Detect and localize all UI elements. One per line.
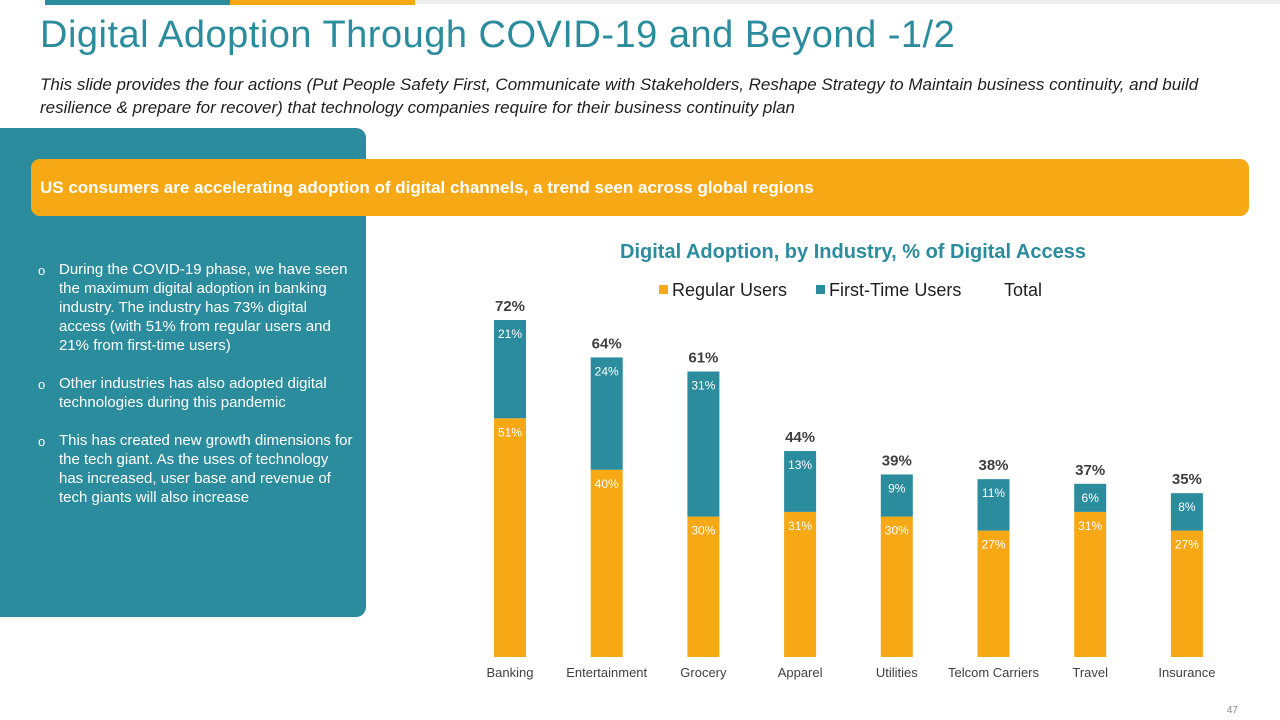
bar-firsttime-5 (977, 479, 1010, 531)
category-label-7: Insurance (1158, 665, 1215, 680)
bullet-item: o During the COVID-19 phase, we have see… (38, 260, 356, 355)
bar-regular-6 (1074, 511, 1107, 657)
top-accent-orange (230, 0, 415, 5)
category-label-6: Travel (1072, 665, 1108, 680)
data-label-firsttime-6: 6% (1082, 491, 1100, 505)
bar-regular-3 (784, 511, 817, 657)
bar-firsttime-4 (880, 474, 913, 517)
bar-firsttime-3 (784, 451, 817, 512)
bar-firsttime-1 (590, 357, 623, 470)
category-label-1: Entertainment (566, 665, 647, 680)
data-label-regular-6: 31% (1078, 519, 1102, 533)
chart-title: Digital Adoption, by Industry, % of Digi… (620, 241, 1086, 263)
data-label-firsttime-4: 9% (888, 481, 906, 495)
bar-regular-2 (687, 516, 720, 657)
data-label-firsttime-0: 21% (498, 327, 522, 341)
bar-regular-0 (494, 418, 526, 657)
bullet-item: o This has created new growth dimensions… (38, 431, 356, 507)
data-label-regular-3: 31% (788, 519, 812, 533)
total-label-0: 72% (495, 298, 525, 315)
bullet-list: o During the COVID-19 phase, we have see… (38, 260, 356, 526)
bar-firsttime-0 (494, 320, 526, 419)
data-label-regular-1: 40% (595, 477, 619, 491)
data-label-firsttime-5: 11% (982, 486, 1005, 500)
data-label-firsttime-1: 24% (595, 364, 619, 378)
category-label-0: Banking (487, 665, 534, 680)
top-accent-teal (45, 0, 230, 5)
total-label-1: 64% (592, 335, 622, 352)
data-label-regular-5: 27% (981, 538, 1005, 552)
category-label-2: Grocery (680, 665, 727, 680)
legend-swatch-1 (816, 285, 825, 294)
legend-swatch-0 (659, 285, 668, 294)
bullet-text: Other industries has also adopted digita… (59, 375, 327, 411)
category-label-3: Apparel (778, 665, 823, 680)
bar-regular-5 (977, 530, 1010, 657)
bar-regular-1 (590, 469, 623, 657)
category-label-4: Utilities (876, 665, 918, 680)
slide-title: Digital Adoption Through COVID-19 and Be… (40, 14, 956, 56)
bullet-marker-icon: o (38, 377, 46, 392)
bullet-item: o Other industries has also adopted digi… (38, 374, 356, 412)
page-number: 47 (1226, 705, 1238, 716)
bar-firsttime-2 (687, 371, 720, 517)
total-label-5: 38% (978, 457, 1008, 474)
bullet-text: This has created new growth dimensions f… (59, 432, 353, 506)
top-accent-grey (415, 0, 1280, 4)
data-label-firsttime-7: 8% (1178, 500, 1196, 514)
data-label-firsttime-2: 31% (691, 378, 715, 392)
headline-banner: US consumers are accelerating adoption o… (31, 159, 1249, 216)
bullet-marker-icon: o (38, 263, 46, 278)
data-label-firsttime-3: 13% (788, 458, 812, 472)
data-label-regular-0: 51% (498, 425, 522, 439)
bar-regular-4 (880, 516, 913, 657)
data-label-regular-4: 30% (885, 524, 909, 538)
data-label-regular-2: 30% (691, 524, 715, 538)
total-label-4: 39% (882, 452, 912, 469)
bar-firsttime-6 (1074, 483, 1107, 512)
slide-subtitle: This slide provides the four actions (Pu… (40, 75, 1199, 117)
legend-label-0: Regular Users (672, 280, 787, 300)
bullet-marker-icon: o (38, 434, 46, 449)
total-label-3: 44% (785, 429, 815, 446)
total-label-2: 61% (688, 349, 718, 366)
bar-firsttime-7 (1170, 493, 1203, 531)
total-label-7: 35% (1172, 471, 1202, 488)
bar-regular-7 (1170, 530, 1203, 657)
category-label-5: Telcom Carriers (948, 665, 1040, 680)
total-label-6: 37% (1075, 462, 1105, 479)
bullet-text: During the COVID-19 phase, we have seen … (59, 261, 348, 354)
legend-label-1: First-Time Users (829, 280, 961, 300)
data-label-regular-7: 27% (1175, 538, 1199, 552)
legend-label-2: Total (1004, 280, 1042, 300)
